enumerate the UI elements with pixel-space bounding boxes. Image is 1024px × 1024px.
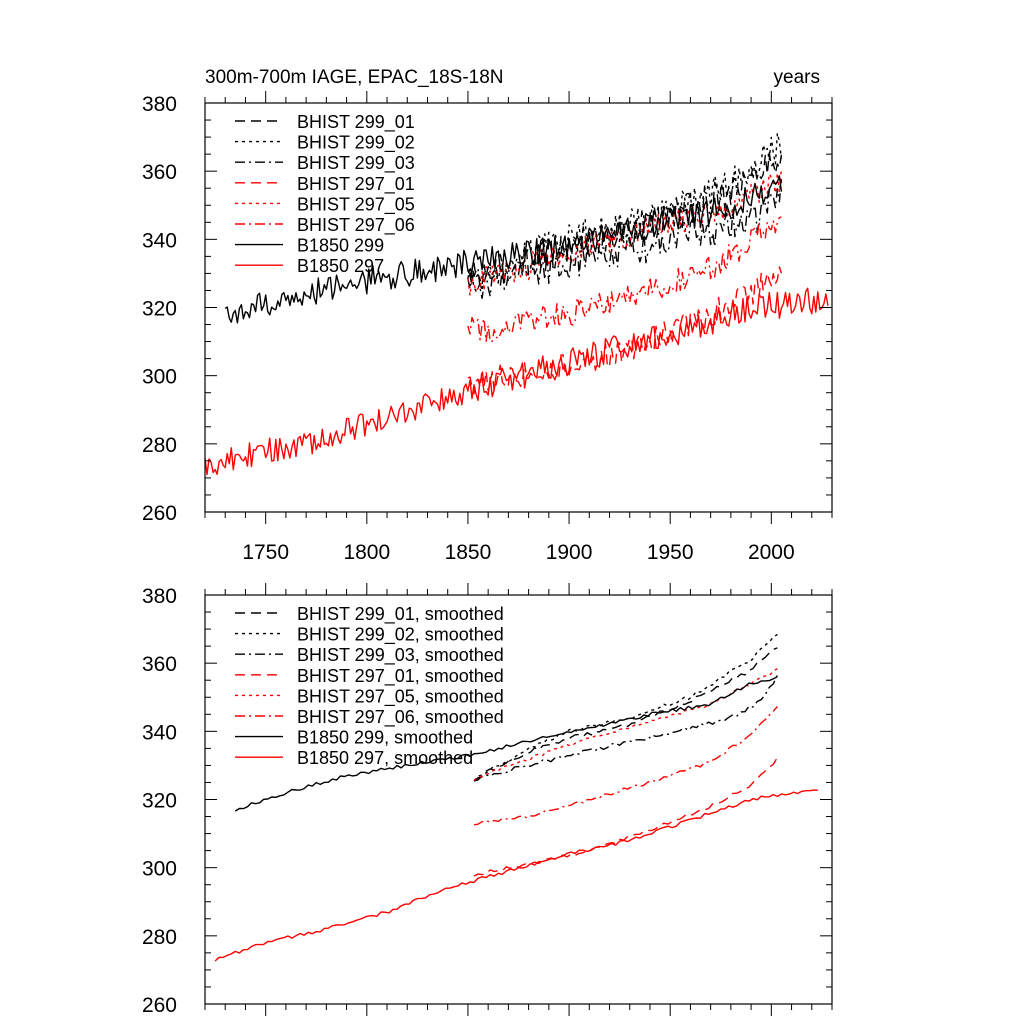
series-line-0 [467,152,783,287]
y-tick-label: 380 [142,93,177,116]
legend-label: BHIST 297_01, smoothed [297,666,504,687]
y-tick-label: 360 [142,161,177,184]
legend-label: B1850 297, smoothed [297,748,473,768]
legend-label: BHIST 297_05, smoothed [297,686,504,707]
chart-title: 300m-700m IAGE, EPAC_18S-18N [205,67,504,88]
legend-label: B1850 299, smoothed [297,728,473,748]
y-tick-label: 340 [142,229,177,252]
top-panel: 260 280 300 320 340 360 380 1750 1800 1850 1900 195… [142,67,833,564]
legend-label: BHIST 299_03 [297,153,415,174]
legend-label: BHIST 299_02 [297,133,415,154]
series-line-2 [473,674,779,782]
series-line-1 [467,132,783,292]
series-line-3 [467,266,783,395]
series-line-7 [214,789,818,962]
x-tick-label: 1900 [546,541,593,564]
legend-label: BHIST 299_01, smoothed [297,604,504,625]
y-tick-label: 280 [142,926,177,949]
legend-label: BHIST 299_02, smoothed [297,625,504,646]
y-tick-label: 380 [142,585,177,608]
x-tick-label: 1850 [445,541,492,564]
legend-label: BHIST 299_03, smoothed [297,645,504,666]
x-tick-label: 1750 [242,541,289,564]
y-tick-label: 300 [142,858,177,881]
y-tick-label: 320 [142,790,177,813]
y-tick-label: 300 [142,366,177,389]
units-label: years [774,67,820,88]
legend-label: BHIST 297_06 [297,215,415,236]
y-tick-label: 260 [142,994,177,1017]
x-tick-label: 1950 [647,541,694,564]
legend-label: BHIST 297_05 [297,194,415,215]
legend-label: BHIST 297_06, smoothed [297,707,504,728]
y-tick-label: 360 [142,653,177,676]
series-line-6 [224,175,783,324]
legend-label: B1850 297 [297,256,384,276]
y-tick-label: 260 [142,502,177,525]
legend-label: BHIST 299_01 [297,112,415,133]
series-line-4 [473,668,778,782]
legend-label: B1850 299 [297,236,384,256]
x-tick-label: 2000 [748,541,795,564]
y-tick-label: 340 [142,721,177,744]
x-tick-label: 1800 [343,541,390,564]
series-line-5 [473,706,778,826]
y-tick-label: 320 [142,298,177,321]
bottom-panel: 260 280 300 320 340 360 380 BHIST 299_01, smoot… [142,583,833,1017]
y-tick-label: 280 [142,434,177,457]
series-line-7 [204,287,829,476]
legend-label: BHIST 297_01 [297,174,415,195]
series-line-0 [473,647,778,782]
series-line-6 [234,676,778,812]
series-line-3 [473,756,779,877]
series-line-5 [467,216,782,343]
